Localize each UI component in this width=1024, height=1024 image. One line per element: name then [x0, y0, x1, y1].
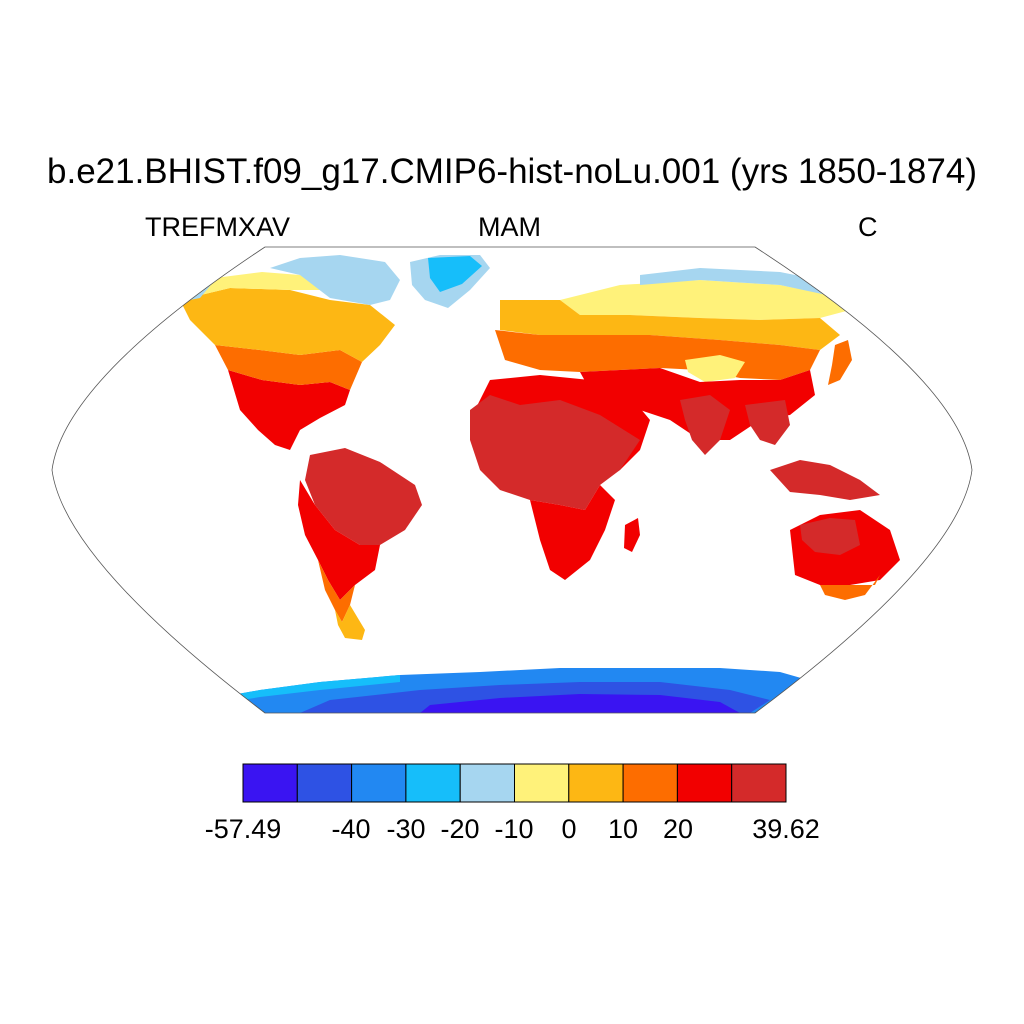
- colorbar-swatch: [242, 763, 298, 803]
- colorbar-tick-label: -20: [440, 814, 479, 844]
- arctic-asia-cold: [640, 268, 860, 300]
- southern-africa-warm: [530, 485, 615, 580]
- south-america-tropical: [305, 448, 422, 545]
- australia-tropical: [800, 518, 860, 555]
- eurasia-temperate: [500, 300, 840, 350]
- southeast-asia-tropical: [745, 400, 790, 445]
- north-america-temperate: [180, 288, 395, 362]
- patagonia-temperate: [335, 605, 365, 640]
- colorbar-swatch: [568, 763, 624, 803]
- colorbar-swatch: [296, 763, 353, 803]
- japan-mild: [828, 340, 852, 385]
- land-fields: [165, 255, 935, 713]
- africa-tropical: [470, 395, 640, 510]
- south-america-warm: [298, 480, 380, 600]
- plot-title: b.e21.BHIST.f09_g17.CMIP6-hist-noLu.001 …: [47, 152, 977, 191]
- units-label: C: [858, 212, 878, 242]
- globe-outline: [51, 246, 973, 714]
- season-label: MAM: [478, 212, 541, 242]
- australia-south-mild: [820, 575, 880, 600]
- colorbar-swatch: [731, 763, 787, 803]
- colorbar-swatch: [459, 763, 516, 803]
- siberia-cool: [560, 280, 850, 320]
- north-america-tropical: [228, 370, 350, 450]
- india-tropical: [680, 395, 730, 455]
- colorbar-swatch: [405, 763, 461, 803]
- tibet-cool: [685, 355, 745, 382]
- indonesia-tropical: [770, 460, 880, 500]
- colorbar-tick-label: 39.62: [752, 814, 820, 844]
- colorbar-swatch: [676, 763, 733, 803]
- colorbar-tick-label: 20: [663, 814, 693, 844]
- antarctica-extreme: [420, 694, 740, 713]
- greenland-very-cold: [428, 256, 482, 292]
- colorbar-tick-label: -30: [386, 814, 425, 844]
- colorbar-swatch: [351, 763, 407, 803]
- colorbar-swatch: [514, 763, 570, 803]
- south-america-mild: [318, 560, 355, 622]
- colorbar-tick-label: 10: [608, 814, 638, 844]
- canada-arctic-cold: [270, 255, 400, 305]
- colorbar-tick-label: -10: [494, 814, 533, 844]
- colorbar-swatch: [622, 763, 678, 803]
- variable-label: TREFMXAV: [145, 212, 291, 242]
- antarctica-coast-cold: [215, 675, 400, 702]
- north-america-mild: [215, 345, 362, 390]
- colorbar-tick-label: -40: [331, 814, 370, 844]
- colorbar-tick-label: -57.49: [205, 814, 282, 844]
- madagascar-warm: [624, 518, 640, 552]
- colorbar-tick-label: 0: [561, 814, 576, 844]
